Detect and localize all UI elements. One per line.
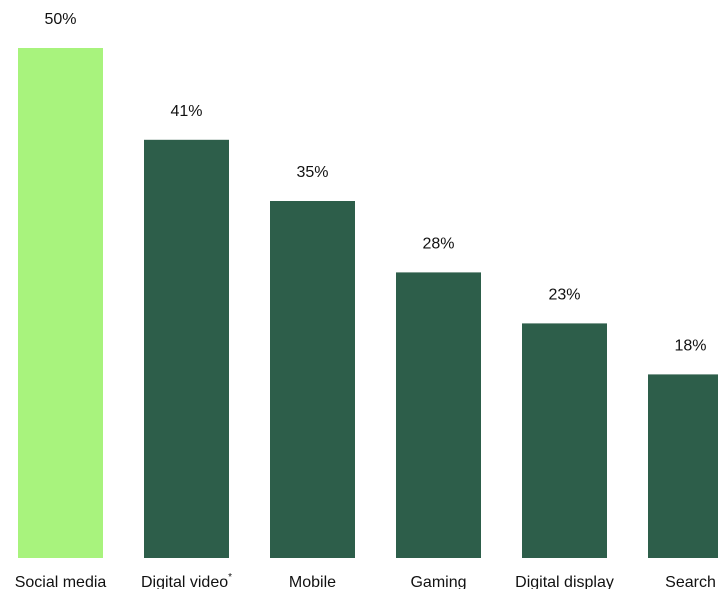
category-text: Mobile [289, 574, 336, 589]
category-text: Social media [15, 574, 107, 589]
data-label: 35% [296, 164, 328, 181]
category-superscript: * [228, 572, 232, 583]
category-text: Digital display [515, 574, 614, 589]
bar-digital-video [144, 139, 229, 559]
category-label: Digital video* [141, 572, 232, 589]
category-label: Search [665, 574, 716, 589]
data-label: 23% [548, 286, 580, 303]
category-label: Mobile [289, 574, 336, 589]
data-label: 28% [422, 235, 454, 252]
category-text: Gaming [410, 574, 466, 589]
bar-gaming [396, 272, 481, 558]
category-label: Gaming [410, 574, 466, 589]
category-text: Search [665, 574, 716, 589]
data-label: 41% [170, 103, 202, 120]
bar-social-media [18, 48, 103, 558]
category-label: Social media [15, 574, 107, 589]
data-label: 18% [674, 337, 706, 354]
category-text: Digital video [141, 574, 228, 589]
bar-mobile [270, 201, 355, 558]
category-label: Digital display [515, 574, 614, 589]
data-label: 50% [44, 11, 76, 28]
bar-search [648, 374, 718, 558]
bar-digital-display [522, 323, 607, 558]
